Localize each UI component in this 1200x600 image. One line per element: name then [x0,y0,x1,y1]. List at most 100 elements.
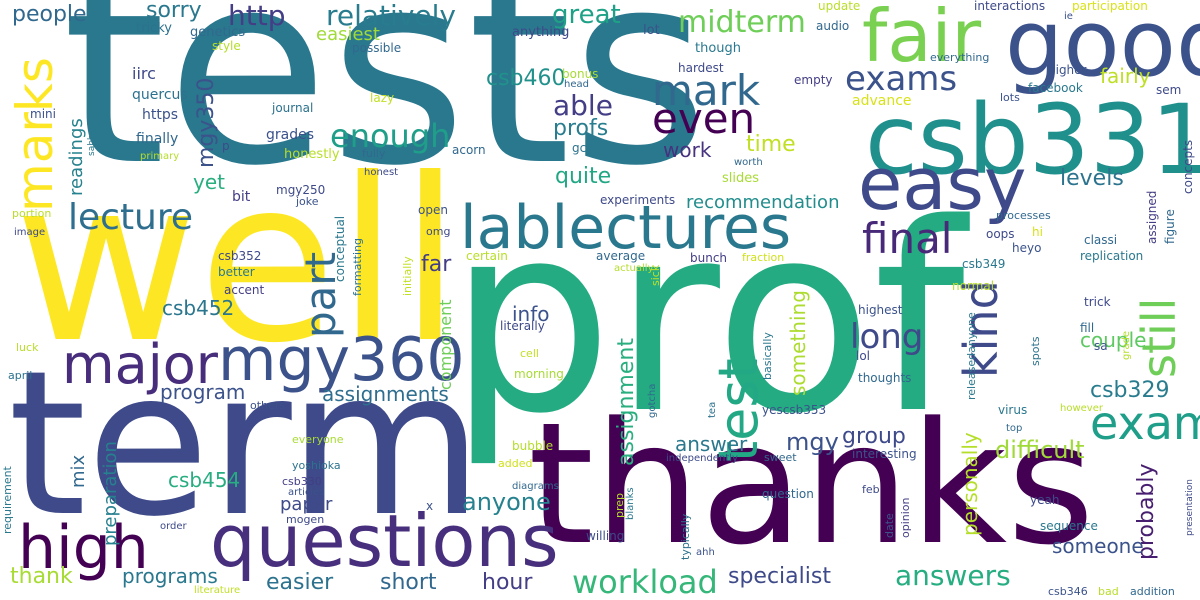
word-everything: everything [930,51,990,64]
word-diagrams: diagrams [512,481,559,492]
word-classi: classi [1084,233,1118,247]
word-question: question [762,487,814,501]
word-profs: profs [553,116,609,141]
word-fill: fill [1080,321,1095,335]
word-term: term [8,328,483,561]
word-mgy: mgy [786,428,839,456]
word-journal: journal [272,101,314,115]
word-genetics: genetics [190,25,246,40]
word-portion: portion [12,207,52,220]
word-trick: trick [1084,295,1111,309]
word-csb329: csb329 [1090,378,1170,403]
word-answer: answer [675,432,748,456]
word-omg: omg [426,225,451,238]
word-certain: certain [466,249,508,263]
word-advance: advance [852,93,912,109]
word-interactions: interactions [974,0,1046,13]
word-even: even [652,94,756,143]
word-midterm: midterm [678,5,806,40]
word-assigned: assigned [1145,190,1159,244]
word-releasedanyone: releasedanyone [965,312,978,400]
word-component: component [436,299,455,390]
word-honestly: honestly [284,147,340,162]
word-sequence: sequence [1040,519,1098,533]
word-programs: programs [122,564,218,588]
word-yoshioka: yoshioka [292,459,341,472]
word-literally: literally [500,319,545,333]
word-group: group [842,424,906,449]
word-lots: lots [1000,91,1020,104]
word-top: top [1006,423,1023,434]
word-basically: basically [761,332,774,380]
word-fully: fully [362,147,386,160]
word-others: others [250,399,286,412]
word-answers: answers [895,559,1011,592]
word-grade: grade [1121,330,1132,360]
word-actually: actually [614,263,654,274]
word-great: great [552,0,621,30]
word-http: http [228,0,286,32]
word-high: high [18,513,149,583]
word-gc: gc [572,141,587,155]
word-empty: empty [794,73,833,87]
word-added: added [498,457,533,470]
word-assignment: assignment [614,338,639,466]
word-recommendation: recommendation [686,192,840,213]
word-sweet: sweet [764,451,797,464]
word-something: something [786,290,810,396]
word-bubble: bubble [512,439,554,453]
word-readings: readings [66,118,87,196]
word-csb460: csb460 [486,66,566,91]
word-heyo: heyo [1012,241,1042,255]
word-csb352: csb352 [218,249,262,263]
word-spots: spots [1029,336,1042,367]
word-p: p [222,139,230,153]
word-someone: someone [1052,534,1144,558]
word-morning: morning [514,367,564,381]
word-sa: sa [1094,339,1108,353]
word-quercus: quercus [132,87,188,103]
word-easiest: easiest [316,24,380,45]
word-csb349: csb349 [962,257,1006,271]
word-figure: figure [1163,209,1177,244]
word-easier: easier [266,570,334,595]
word-oops: oops [986,227,1015,241]
word-normal: normal [952,279,995,293]
word-couple: couple [1080,328,1147,352]
word-bonus: bonus [562,67,599,81]
word-mgy250: mgy250 [276,183,326,197]
word-however: however [1060,403,1103,414]
word-iirc: iirc [132,64,156,83]
word-requirement: requirement [1,466,14,534]
word-mark: mark [652,66,761,115]
word-relatively: relatively [326,0,456,32]
word-tricky: tricky [136,21,172,36]
word-honest: honest [364,167,399,178]
word-enough: enough [330,117,451,155]
word-concepts: concepts [1181,139,1195,194]
word-program: program [160,380,246,404]
word-yeah: yeah [1030,493,1060,507]
word-presentation: presentation [1185,479,1195,536]
word-csb454: csb454 [168,468,241,492]
word-major: major [62,333,218,396]
word-csb346: csb346 [1048,585,1088,598]
word-bad: bad [1098,585,1119,598]
word-addition: addition [1130,585,1175,598]
word-opinion: opinion [899,497,912,539]
word-lablectures: lablectures [460,193,792,263]
word-participation: participation [1072,0,1148,13]
word-virus: virus [998,403,1028,417]
word-facebook: facebook [1028,81,1083,95]
word-csb330: csb330 [282,475,322,488]
word-formatting: formatting [351,237,364,296]
word-marks: marks [6,57,64,212]
word-acorn: acorn [452,143,486,157]
word-thank: thank [10,564,73,589]
word-thanks: thanks [528,386,1095,582]
word-cell: cell [520,347,539,360]
word-typically: typically [679,513,692,560]
word-update: update [818,0,861,13]
word-assignments: assignments [322,382,449,406]
